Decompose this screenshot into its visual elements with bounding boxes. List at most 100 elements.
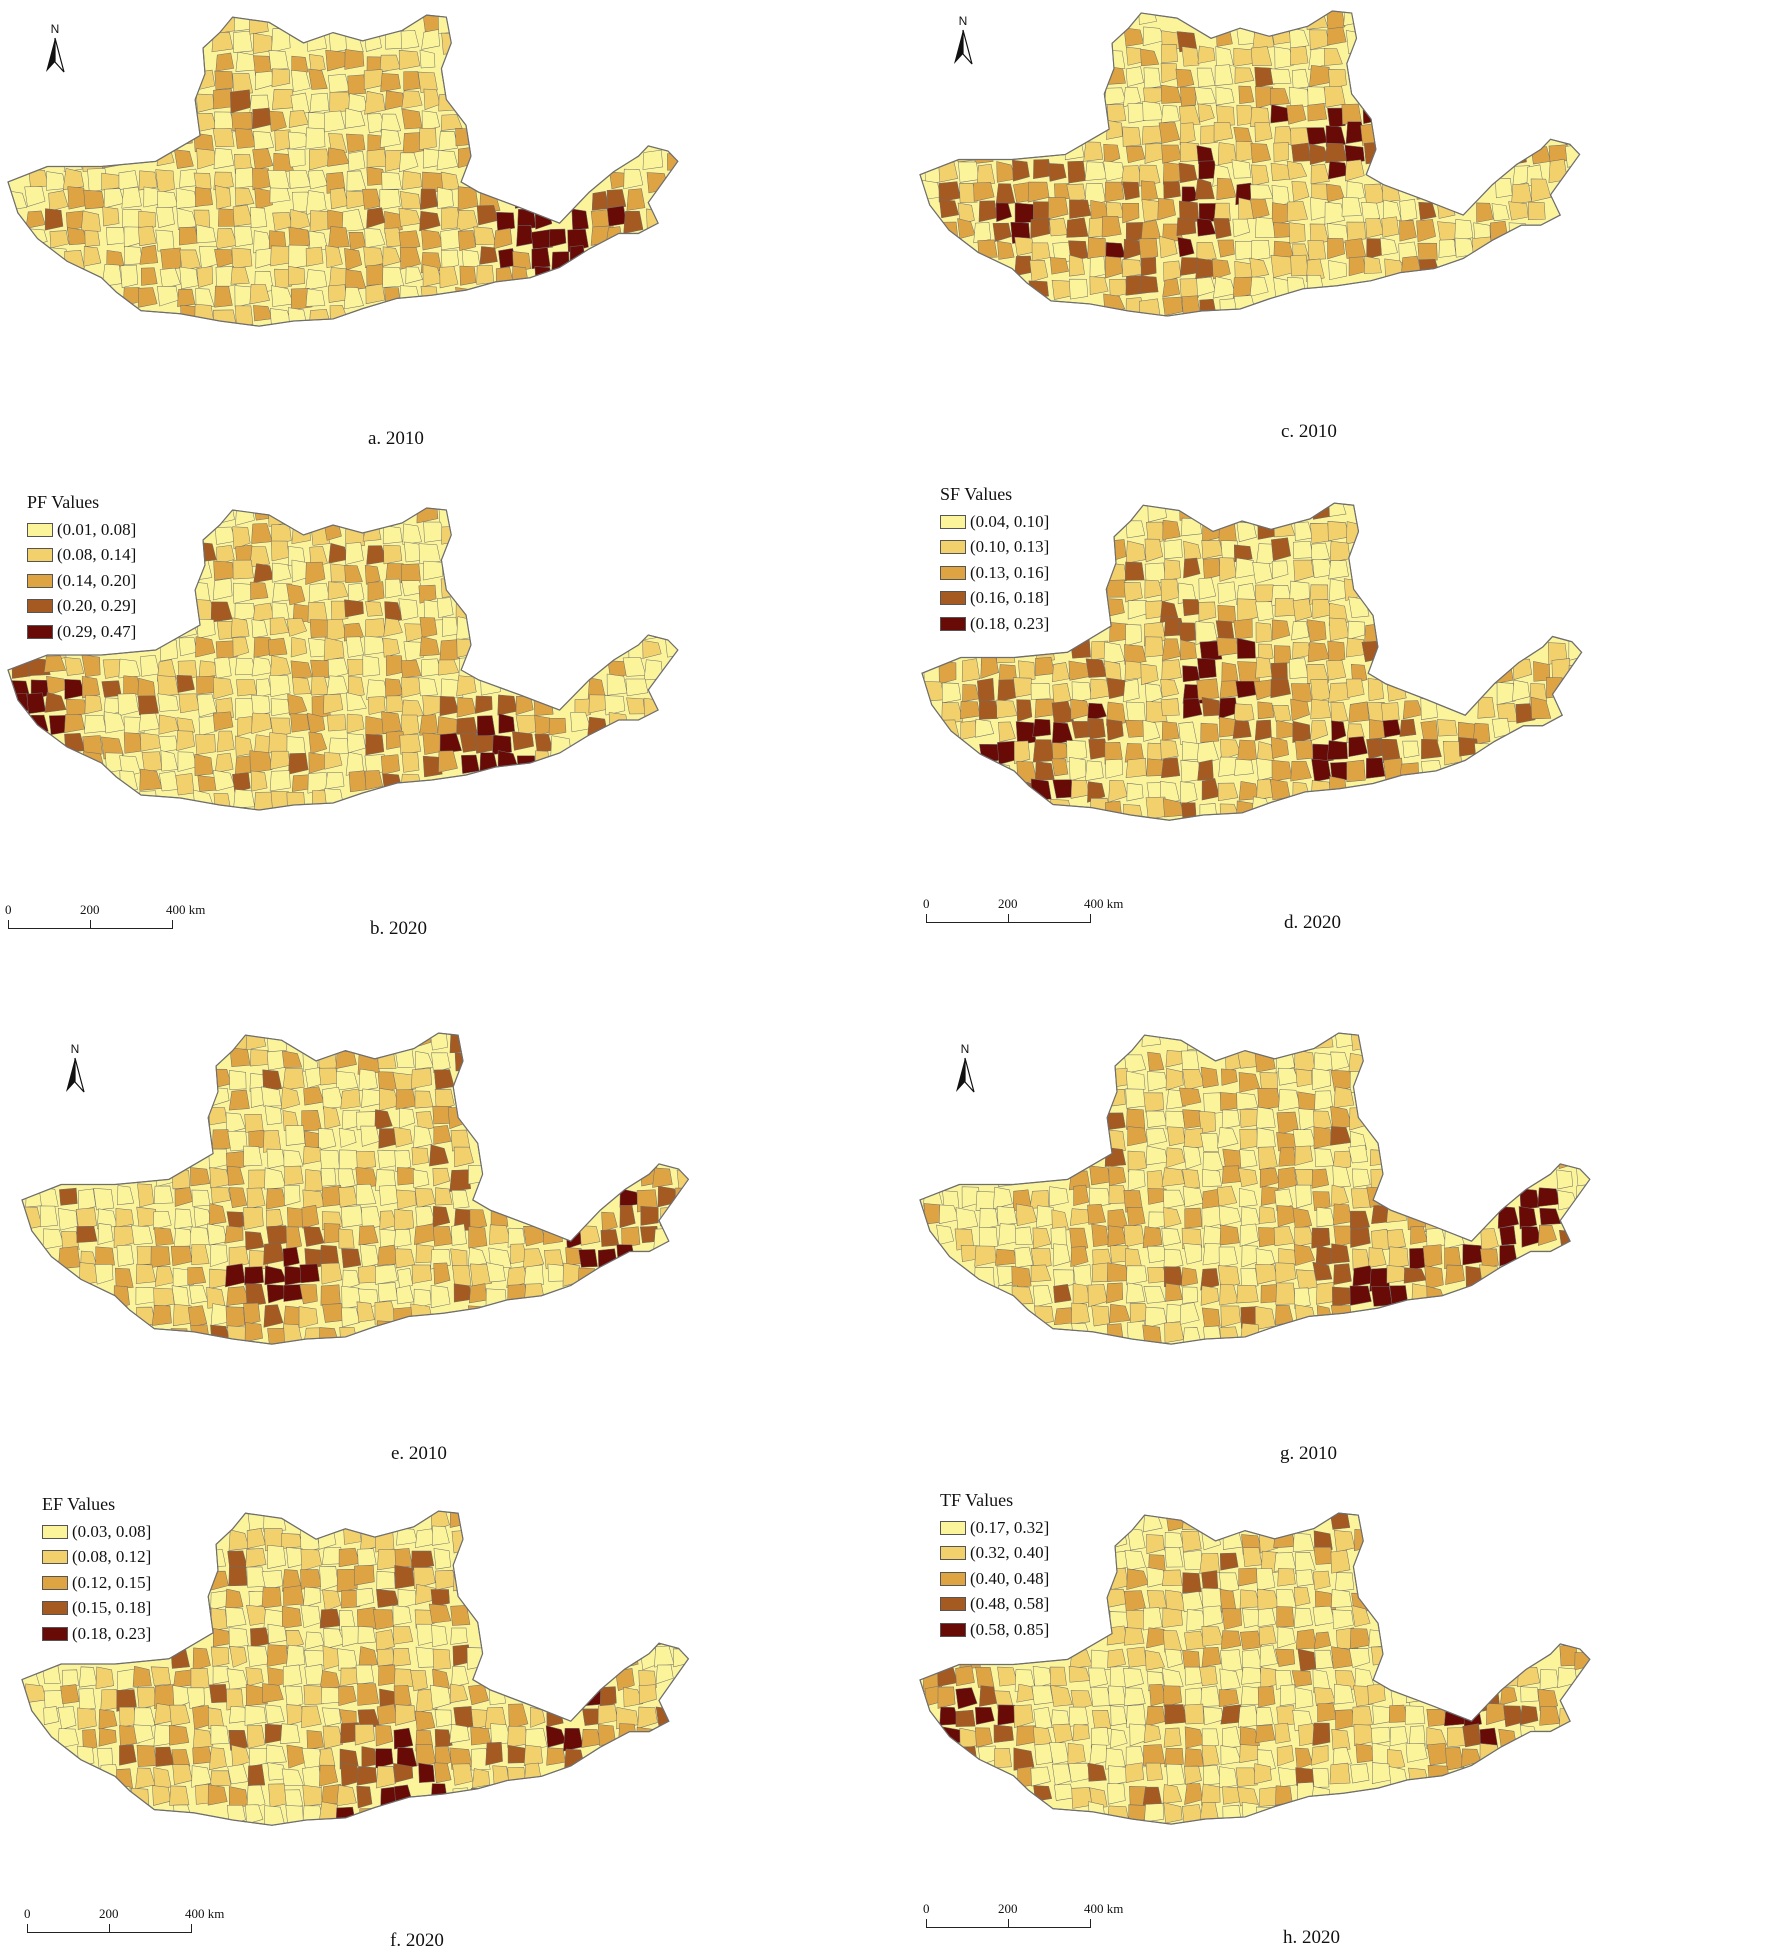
county-unit <box>303 1685 325 1706</box>
county-unit <box>98 1709 118 1730</box>
county-unit <box>542 1668 564 1690</box>
county-unit <box>1328 503 1347 517</box>
county-unit <box>572 69 593 87</box>
county-unit <box>667 153 678 171</box>
county-unit <box>191 1189 211 1207</box>
county-unit <box>1414 11 1436 28</box>
county-unit <box>365 733 385 756</box>
county-unit <box>476 265 495 285</box>
county-unit <box>189 1511 210 1533</box>
county-unit <box>301 1705 322 1729</box>
county-unit <box>1033 1802 1050 1825</box>
county-unit <box>434 1762 452 1784</box>
county-unit <box>961 658 980 682</box>
county-unit <box>684 792 699 809</box>
county-unit <box>1293 1607 1314 1629</box>
county-unit <box>1290 761 1312 782</box>
county-unit <box>563 1208 585 1229</box>
county-unit <box>1537 1187 1561 1207</box>
county-unit <box>133 1724 154 1744</box>
county-unit <box>1575 1610 1590 1631</box>
county-unit <box>1405 1743 1428 1763</box>
county-unit <box>457 584 478 605</box>
county-unit <box>565 1625 586 1644</box>
county-unit <box>245 1231 265 1251</box>
county-unit <box>271 540 290 562</box>
county-unit <box>642 149 664 170</box>
county-unit <box>492 169 514 190</box>
county-unit <box>1238 1167 1258 1188</box>
county-unit <box>190 1167 211 1187</box>
county-unit <box>697 1148 719 1166</box>
county-unit <box>635 1033 658 1052</box>
county-unit <box>578 1249 598 1268</box>
county-unit <box>1088 1131 1108 1153</box>
county-unit <box>1201 1307 1221 1330</box>
county-unit <box>289 327 307 347</box>
county-unit <box>306 1730 324 1750</box>
county-unit <box>441 249 460 271</box>
county-unit <box>1317 1703 1337 1723</box>
county-unit <box>1437 719 1458 737</box>
county-unit <box>1362 101 1378 125</box>
county-unit <box>1501 1651 1522 1675</box>
county-unit <box>401 751 420 773</box>
county-unit <box>417 324 438 327</box>
county-unit <box>450 1605 471 1626</box>
county-unit <box>1162 819 1182 821</box>
county-unit <box>338 1127 357 1148</box>
county-unit <box>159 770 179 792</box>
county-unit <box>601 1150 621 1172</box>
county-unit <box>977 677 995 702</box>
county-unit <box>922 617 941 641</box>
county-unit <box>1032 1227 1052 1249</box>
county-unit <box>960 701 981 720</box>
county-unit <box>1555 1550 1577 1568</box>
county-unit <box>1273 645 1292 666</box>
county-unit <box>246 1784 266 1810</box>
county-unit <box>1369 1532 1390 1555</box>
county-unit <box>385 655 404 677</box>
county-unit <box>1127 1528 1146 1551</box>
county-unit <box>1069 278 1089 300</box>
county-unit <box>1105 1282 1124 1304</box>
county-unit <box>1557 1346 1578 1368</box>
county-unit <box>411 1264 433 1284</box>
county-unit <box>28 109 51 132</box>
county-unit <box>248 15 269 35</box>
county-unit <box>1087 781 1106 803</box>
county-unit <box>1051 1209 1070 1232</box>
county-unit <box>269 770 291 792</box>
county-unit <box>1239 1744 1260 1763</box>
county-unit <box>1295 1184 1312 1209</box>
county-unit <box>377 1244 399 1266</box>
county-unit <box>250 581 269 600</box>
county-unit <box>367 696 386 715</box>
county-unit <box>660 1206 681 1227</box>
county-unit <box>1161 757 1181 779</box>
county-unit <box>1034 1825 1054 1841</box>
county-unit <box>347 74 367 95</box>
county-unit <box>1048 197 1069 220</box>
county-unit <box>245 1548 267 1569</box>
county-unit <box>1501 1165 1523 1185</box>
legend-sf: SF Values (0.04, 0.10] (0.10, 0.13] (0.1… <box>940 484 1049 637</box>
county-unit <box>419 127 437 151</box>
county-unit <box>304 1169 324 1193</box>
county-unit <box>1279 1684 1297 1707</box>
county-unit <box>1493 240 1515 263</box>
county-unit <box>606 673 628 696</box>
county-unit <box>271 562 292 583</box>
county-unit <box>417 71 438 93</box>
county-unit <box>533 598 555 618</box>
legend-swatch <box>42 1626 68 1641</box>
county-unit <box>562 1667 581 1689</box>
county-unit <box>979 699 999 720</box>
county-unit <box>115 1208 134 1228</box>
county-unit <box>83 246 102 267</box>
county-unit <box>1221 662 1239 685</box>
county-unit <box>249 750 273 774</box>
county-unit <box>251 712 272 735</box>
county-unit <box>160 247 182 271</box>
county-unit <box>1277 1626 1296 1649</box>
